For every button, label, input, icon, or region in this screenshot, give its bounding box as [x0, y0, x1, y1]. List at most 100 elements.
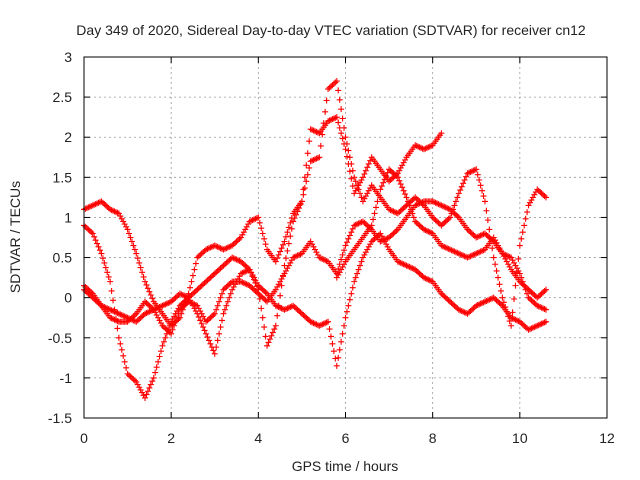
x-tick-label: 2 — [167, 430, 175, 446]
data-point — [117, 340, 124, 347]
data-point — [413, 195, 420, 202]
series-trace-2 — [81, 78, 549, 401]
data-point — [496, 245, 503, 252]
data-point — [104, 203, 111, 210]
data-point — [253, 279, 260, 286]
data-point — [102, 202, 109, 209]
data-point — [444, 217, 451, 224]
data-point — [143, 281, 150, 288]
data-point — [524, 290, 531, 297]
data-point — [117, 213, 124, 220]
axis-ticks — [83, 56, 608, 419]
data-point — [410, 214, 417, 221]
data-point — [336, 96, 343, 103]
data-point — [529, 194, 536, 201]
data-point — [92, 237, 99, 244]
data-point — [259, 286, 266, 293]
data-point — [402, 156, 409, 163]
data-point — [365, 187, 372, 194]
data-point — [329, 340, 336, 347]
data-point — [210, 271, 217, 278]
data-point — [541, 193, 548, 200]
data-point — [358, 194, 365, 201]
data-point — [412, 218, 419, 225]
data-point — [515, 255, 522, 262]
data-point — [460, 180, 467, 187]
data-point — [219, 263, 226, 270]
data-point — [205, 275, 212, 282]
x-axis-label: GPS time / hours — [292, 458, 399, 474]
data-point — [150, 374, 157, 381]
data-point — [281, 238, 288, 245]
data-point — [538, 190, 545, 197]
data-point — [85, 226, 92, 233]
data-point — [343, 153, 350, 160]
data-point — [227, 290, 234, 297]
data-point — [442, 218, 449, 225]
data-point — [136, 384, 143, 391]
data-point — [474, 171, 481, 178]
data-point — [303, 314, 310, 321]
data-point — [368, 222, 375, 229]
data-point — [455, 190, 462, 197]
data-point — [118, 215, 125, 222]
data-point — [192, 260, 199, 267]
data-point — [355, 186, 362, 193]
data-point — [304, 150, 311, 157]
data-point — [173, 308, 180, 315]
data-point — [220, 286, 227, 293]
data-point — [98, 250, 105, 257]
data-point — [319, 131, 326, 138]
data-point — [303, 178, 310, 185]
data-point — [130, 376, 137, 383]
data-point — [499, 294, 506, 301]
data-point — [492, 296, 499, 303]
data-point — [458, 183, 465, 190]
data-point — [89, 230, 96, 237]
data-point — [240, 229, 247, 236]
data-point — [275, 251, 282, 258]
data-point — [332, 355, 339, 362]
data-point — [484, 217, 491, 224]
data-point — [400, 159, 407, 166]
data-point — [540, 289, 547, 296]
data-point — [400, 187, 407, 194]
data-point — [362, 249, 369, 256]
data-point — [396, 167, 403, 174]
data-point — [454, 194, 461, 201]
data-point — [171, 296, 178, 303]
data-point — [198, 282, 205, 289]
data-point — [213, 269, 220, 276]
data-point — [261, 287, 268, 294]
data-point — [169, 321, 176, 328]
data-point — [362, 167, 369, 174]
data-point — [262, 289, 269, 296]
data-point — [265, 339, 272, 346]
x-tick-label: 6 — [342, 430, 350, 446]
data-point — [391, 171, 398, 178]
data-point — [486, 226, 493, 233]
data-point — [516, 270, 523, 277]
data-point — [377, 186, 384, 193]
data-point — [82, 287, 89, 294]
data-point — [128, 374, 135, 381]
data-point — [518, 279, 525, 286]
data-point — [121, 221, 128, 228]
data-point — [339, 115, 346, 122]
data-point — [280, 273, 287, 280]
data-point — [368, 238, 375, 245]
data-point — [291, 304, 298, 311]
data-point — [224, 258, 231, 265]
data-point — [531, 291, 538, 298]
data-point — [223, 302, 230, 309]
data-point — [234, 237, 241, 244]
data-point — [110, 297, 117, 304]
data-point — [317, 142, 324, 149]
data-point — [274, 283, 281, 290]
data-point — [258, 293, 265, 300]
data-point — [144, 301, 151, 308]
x-tick-label: 12 — [599, 430, 615, 446]
y-axis-label: SDTVAR / TECUs — [7, 181, 23, 293]
data-point — [388, 175, 395, 182]
data-point — [439, 221, 446, 228]
